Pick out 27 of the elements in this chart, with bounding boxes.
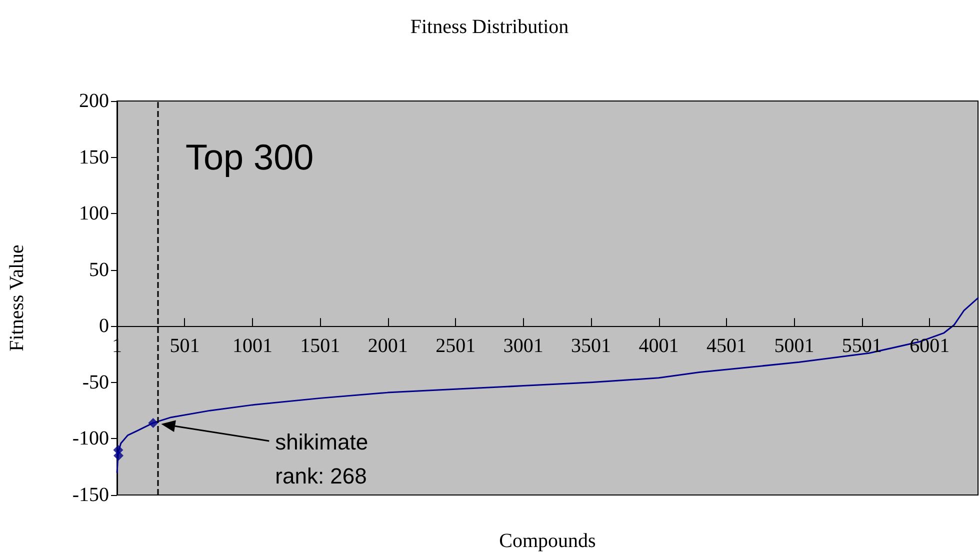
y-tick-label: 100 bbox=[79, 202, 109, 225]
point bbox=[113, 450, 124, 461]
x-tick-label: 4001 bbox=[638, 335, 679, 358]
annotation: shikimate rank: 268 bbox=[275, 429, 368, 488]
x-tick-label: 3001 bbox=[503, 335, 544, 358]
point bbox=[148, 418, 158, 428]
y-tick-label: -100 bbox=[72, 428, 109, 450]
y-tick-label: 0 bbox=[99, 315, 109, 338]
y-axis-title: Fitness Value bbox=[6, 244, 28, 352]
x-tick-label: 6001 bbox=[910, 335, 950, 358]
x-tick-label: 5501 bbox=[842, 335, 882, 358]
y-tick-label: 150 bbox=[79, 146, 109, 168]
y-tick-label: -150 bbox=[72, 484, 109, 506]
chart-title: Fitness Distribution bbox=[410, 16, 569, 38]
x-tick-label: 5001 bbox=[774, 335, 814, 358]
x-tick-label: 3501 bbox=[571, 335, 612, 358]
x-tick-label: 2001 bbox=[368, 335, 408, 358]
x-tick-label: 2501 bbox=[436, 335, 476, 358]
x-tick-label: 4501 bbox=[706, 335, 746, 358]
ref-line-label: Top 300 bbox=[185, 136, 314, 178]
y-tick-label: 200 bbox=[79, 90, 109, 112]
x-tick-label: 1501 bbox=[300, 335, 340, 358]
x-tick-label: 1001 bbox=[232, 335, 272, 358]
x-tick-label: 501 bbox=[170, 335, 200, 358]
y-tick-label: -50 bbox=[82, 371, 109, 394]
x-axis-title: Compounds bbox=[499, 530, 596, 552]
y-tick-label: 50 bbox=[89, 258, 109, 281]
